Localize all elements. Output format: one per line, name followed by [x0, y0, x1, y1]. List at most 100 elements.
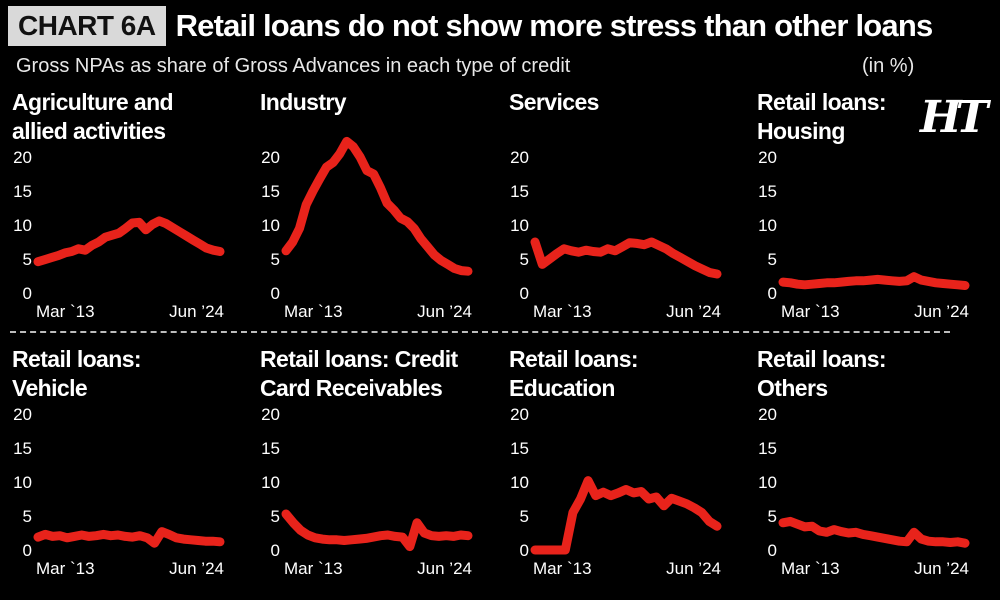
y-tick-label: 10 — [261, 216, 280, 235]
x-tick-label-start: Mar `13 — [36, 302, 95, 321]
panel-title: Industry — [260, 88, 347, 117]
chart-panel-4: Retail loans: Housing 0 5 10 15 20 Mar `13 Jun ’… — [753, 88, 998, 343]
y-tick-label: 5 — [23, 250, 32, 269]
x-tick-label-start: Mar `13 — [284, 302, 343, 321]
y-tick-label: 15 — [510, 439, 529, 458]
y-tick-label: 20 — [13, 148, 32, 167]
x-tick-label-end: Jun ’24 — [914, 559, 969, 578]
x-tick-label-end: Jun ’24 — [914, 302, 969, 321]
chart-title: Retail loans do not show more stress tha… — [175, 8, 934, 43]
panel-title-line: Vehicle — [12, 375, 88, 401]
y-tick-label: 15 — [758, 182, 777, 201]
line-chart: 0 5 10 15 20 Mar `13 Jun ’24 — [261, 136, 473, 321]
panel-title: Retail loans: Others — [757, 345, 887, 403]
y-tick-label: 10 — [510, 216, 529, 235]
x-tick-label-end: Jun ’24 — [666, 302, 721, 321]
npa-series-line — [778, 516, 970, 548]
panel-title-line: Housing — [757, 118, 845, 144]
npa-series-line — [33, 527, 225, 548]
y-tick-label: 5 — [271, 250, 280, 269]
y-tick-label: 20 — [510, 148, 529, 167]
y-tick-label: 10 — [13, 473, 32, 492]
line-chart: 0 5 10 15 20 Mar `13 Jun ’24 — [510, 148, 722, 321]
line-chart: 0 5 10 15 20 Mar `13 Jun ’24 — [13, 148, 225, 321]
y-tick-label: 10 — [758, 216, 777, 235]
chart-header: CHART 6A Retail loans do not show more s… — [8, 6, 934, 46]
chart-panel-7: Retail loans: Education 0 5 10 15 20 Mar `13 Jun… — [505, 345, 750, 600]
panel-title: Retail loans: Education — [509, 345, 639, 403]
y-tick-label: 20 — [261, 148, 280, 167]
npa-series-line — [33, 216, 225, 267]
panel-title-line: Others — [757, 375, 828, 401]
y-tick-label: 15 — [261, 182, 280, 201]
y-tick-label: 0 — [520, 284, 529, 303]
y-tick-label: 0 — [271, 284, 280, 303]
y-tick-label: 15 — [13, 439, 32, 458]
x-tick-label-start: Mar `13 — [533, 302, 592, 321]
chart-panel-5: Retail loans: Vehicle 0 5 10 15 20 Mar `13 Jun ’… — [8, 345, 253, 600]
npa-series-line — [281, 509, 473, 552]
panel-title-line: Retail loans: — [12, 346, 142, 372]
chart-panel-8: Retail loans: Others 0 5 10 15 20 Mar `13 Jun ’2… — [753, 345, 998, 600]
npa-series-line — [530, 237, 722, 279]
line-chart: 0 5 10 15 20 Mar `13 Jun ’24 — [261, 405, 473, 578]
x-tick-label-start: Mar `13 — [533, 559, 592, 578]
panel-title-line: Retail loans: Credit — [260, 346, 458, 372]
x-tick-label-start: Mar `13 — [781, 302, 840, 321]
y-tick-label: 5 — [768, 250, 777, 269]
panel-title-line: Retail loans: — [757, 89, 887, 115]
y-tick-label: 20 — [510, 405, 529, 424]
y-tick-label: 0 — [23, 541, 32, 560]
y-tick-label: 0 — [520, 541, 529, 560]
y-tick-label: 5 — [520, 507, 529, 526]
x-tick-label-end: Jun ’24 — [169, 559, 224, 578]
chart-number-badge: CHART 6A — [8, 6, 166, 46]
x-tick-label-end: Jun ’24 — [417, 559, 472, 578]
npa-series-line — [281, 136, 473, 276]
x-tick-label-start: Mar `13 — [36, 559, 95, 578]
panel-title-line: Retail loans: — [509, 346, 639, 372]
chart-panel-2: Industry 0 5 10 15 20 Mar `13 Jun ’24 — [256, 88, 501, 343]
x-tick-label-start: Mar `13 — [781, 559, 840, 578]
y-tick-label: 10 — [758, 473, 777, 492]
y-tick-label: 5 — [768, 507, 777, 526]
x-tick-label-start: Mar `13 — [284, 559, 343, 578]
chart-panel-6: Retail loans: Credit Card Receivables 0 5 10… — [256, 345, 501, 600]
y-tick-label: 15 — [758, 439, 777, 458]
y-tick-label: 20 — [758, 405, 777, 424]
y-tick-label: 5 — [271, 507, 280, 526]
y-tick-label: 20 — [261, 405, 280, 424]
y-tick-label: 10 — [13, 216, 32, 235]
y-tick-label: 15 — [261, 439, 280, 458]
y-tick-label: 5 — [520, 250, 529, 269]
y-tick-label: 15 — [510, 182, 529, 201]
panel-title-line: Card Receivables — [260, 375, 443, 401]
panel-title-line: Agriculture and — [12, 89, 174, 115]
y-tick-label: 10 — [510, 473, 529, 492]
y-tick-label: 0 — [271, 541, 280, 560]
x-tick-label-end: Jun ’24 — [169, 302, 224, 321]
panel-title: Retail loans: Credit Card Receivables — [260, 345, 458, 403]
x-tick-label-end: Jun ’24 — [666, 559, 721, 578]
y-tick-label: 20 — [13, 405, 32, 424]
y-tick-label: 5 — [23, 507, 32, 526]
panel-title: Services — [509, 88, 599, 117]
panel-title-line: allied activities — [12, 118, 166, 144]
chart-subtitle: Gross NPAs as share of Gross Advances in… — [16, 55, 571, 77]
line-chart: 0 5 10 15 20 Mar `13 Jun ’24 — [13, 405, 225, 578]
y-tick-label: 0 — [23, 284, 32, 303]
y-tick-label: 20 — [758, 148, 777, 167]
y-tick-label: 10 — [261, 473, 280, 492]
line-chart: 0 5 10 15 20 Mar `13 Jun ’24 — [510, 405, 722, 578]
y-tick-label: 15 — [13, 182, 32, 201]
x-tick-label-end: Jun ’24 — [417, 302, 472, 321]
y-tick-label: 0 — [768, 541, 777, 560]
panel-title-line: Industry — [260, 89, 347, 115]
line-chart: 0 5 10 15 20 Mar `13 Jun ’24 — [758, 405, 970, 578]
y-tick-label: 0 — [768, 284, 777, 303]
chart-panel-3: Services 0 5 10 15 20 Mar `13 Jun ’24 — [505, 88, 750, 343]
row-divider — [10, 331, 950, 333]
line-chart: 0 5 10 15 20 Mar `13 Jun ’24 — [758, 148, 970, 321]
panel-title: Retail loans: Vehicle — [12, 345, 142, 403]
npa-series-line — [530, 476, 722, 555]
